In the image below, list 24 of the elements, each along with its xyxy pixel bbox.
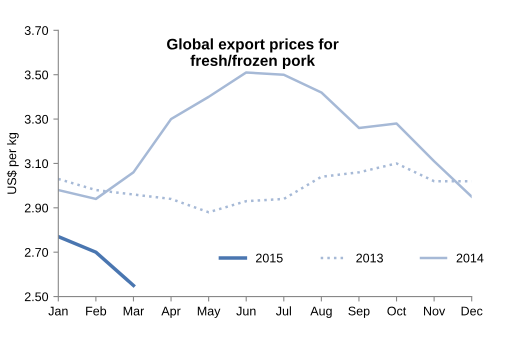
x-tick-label: Aug	[310, 306, 332, 318]
legend-label: 2015	[256, 254, 283, 262]
legend-label: 2014	[456, 254, 484, 262]
x-tick-label: May	[198, 306, 220, 318]
x-tick-label: Dec	[462, 306, 482, 316]
y-tick-label: 2.70	[24, 248, 48, 257]
legend-label: 2013	[356, 254, 383, 262]
x-tick-label: Sep	[348, 306, 370, 318]
y-tick-label: 3.10	[24, 159, 48, 168]
x-tick-label: Nov	[424, 306, 446, 316]
text: Global export prices for fresh/frozen pork	[167, 38, 339, 70]
y-axis-title: US$ per kg	[6, 132, 19, 194]
x-tick-label: Jan	[48, 306, 68, 316]
x-tick-label: Jun	[236, 306, 256, 316]
x-tick-label: Apr	[161, 306, 181, 318]
x-tick-label: Jul	[276, 306, 291, 316]
y-tick-label: 2.50	[24, 292, 48, 302]
y-tick-label: 3.50	[24, 70, 48, 80]
y-tick-label: 2.90	[24, 204, 48, 212]
y-tick-label: 3.30	[24, 114, 48, 124]
x-tick-label: Mar	[124, 306, 144, 316]
x-tick-label: Feb	[86, 306, 106, 316]
x-tick-label: Oct	[387, 306, 406, 316]
y-tick-label: 3.70	[24, 26, 48, 35]
